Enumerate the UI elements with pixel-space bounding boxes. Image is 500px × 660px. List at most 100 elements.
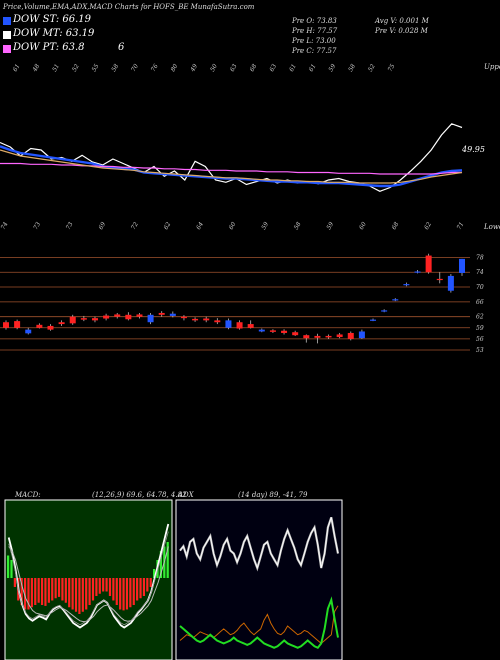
ema-top-tick-label: 59 [327,63,337,73]
candle-body [281,330,288,333]
candle-y-label: 74 [476,269,484,276]
candle-body [325,335,332,338]
candle-body [236,322,243,329]
candle-body [136,314,143,317]
macd-histogram-bar [68,578,71,608]
candle-body [125,314,132,320]
macd-histogram-bar [153,569,156,578]
candle-body [58,322,65,325]
ema-series-line [0,123,463,192]
ema-top-tick-label: 49 [189,63,199,74]
candle-body [336,334,343,338]
macd-histogram-bar [166,542,169,578]
candle-y-label: 53 [476,347,484,354]
ema-top-tick-label: 75 [387,63,397,73]
macd-histogram-bar [81,578,84,612]
ema-series-line [0,162,462,175]
macd-histogram-bar [10,560,13,578]
ema-bottom-tick-label: 59 [325,221,335,231]
candle-body [403,284,410,286]
macd-histogram-bar [91,578,95,601]
dow-pt-extra: 6 [118,42,125,53]
macd-histogram-bar [61,578,64,601]
macd-histogram-bar [30,578,33,608]
macd-histogram-bar [149,578,152,587]
macd-histogram-bar [102,578,105,592]
pre-low: Pre L: 73.00 [292,37,336,45]
macd-histogram-bar [159,551,163,578]
macd-histogram-bar [142,578,146,596]
ema-corner-lower: Lower [484,223,500,231]
macd-label: MACD: [15,491,41,499]
macd-signal-line [8,546,169,623]
candle-y-label: 56 [476,336,484,343]
ema-top-tick-label: 58 [110,63,120,73]
ema-top-tick-label: 61 [12,63,22,73]
candle-body [80,318,87,320]
macd-histogram-bar [115,578,118,605]
candle-body [247,324,254,328]
candle-body [3,322,9,328]
macd-histogram-bar [64,578,67,603]
macd-histogram-bar [23,578,27,610]
candle-body [459,258,465,273]
macd-histogram-bar [108,578,112,596]
candle-body [258,329,265,332]
macd-histogram-bar [122,578,125,611]
candle-body [25,329,32,334]
ema-bottom-tick-label: 60 [228,221,238,231]
macd-histogram-bar [105,578,108,592]
ema-bottom-tick-label: 59 [260,221,270,231]
macd-histogram-bar [139,578,142,599]
pre-close: Pre C: 77.57 [292,47,337,55]
dow-pt-swatch [3,45,11,53]
candle-body [269,330,276,332]
adx-params: (14 day) 89, -41, 79 [238,491,308,499]
pre-volume: Pre V: 0.028 M [375,27,428,35]
candle-y-label: 78 [476,254,484,261]
candle-body [36,324,43,328]
candle-body [203,318,210,321]
ema-bottom-tick-label: 73 [65,221,75,231]
pre-high: Pre H: 77.57 [292,27,338,35]
ema-top-tick-label: 55 [91,63,101,73]
macd-histogram-bar [34,578,37,605]
macd-histogram-bar [57,578,61,597]
candle-body [225,320,232,328]
ema-bottom-tick-label: 64 [195,221,205,231]
adx-minus-di-line [179,605,339,645]
dow-pt-label: DOW PT: 63.8 [13,42,85,53]
adx-line [179,596,339,650]
ema-top-tick-label: 48 [31,63,41,74]
ema-bottom-tick-label: 72 [130,221,140,231]
ema-top-tick-label: 61 [308,63,318,73]
ema-top-tick-label: 63 [268,63,278,73]
pre-open: Pre O: 73.83 [292,17,337,25]
macd-params: (12,26,9) 69.6, 64.78, 4.82 [92,491,187,499]
macd-histogram-bar [146,578,149,592]
candle-body [114,314,121,317]
candle-y-label: 62 [476,314,484,321]
ema-top-tick-label: 52 [71,63,81,73]
macd-histogram-bar [98,578,101,594]
macd-histogram-bar [88,578,91,605]
ema-top-tick-label: 70 [130,63,140,73]
candle-body [69,316,76,324]
chart-title: Price,Volume,EMA,ADX,MACD Charts for HOF… [3,3,255,11]
ema-series-line [0,149,463,184]
dow-st-label: DOW ST: 66.19 [13,14,92,25]
candle-y-label: 66 [476,299,484,306]
ema-top-tick-label: 68 [249,63,259,73]
candle-body [381,310,388,312]
macd-histogram-bar [74,578,78,612]
macd-histogram-bar [132,578,135,605]
candle-body [447,275,454,291]
candle-body [314,335,321,338]
macd-histogram-bar [112,578,115,601]
adx-plus-di-line [179,517,339,570]
macd-histogram-bar [95,578,98,596]
ema-bottom-tick-label: 69 [97,221,107,231]
